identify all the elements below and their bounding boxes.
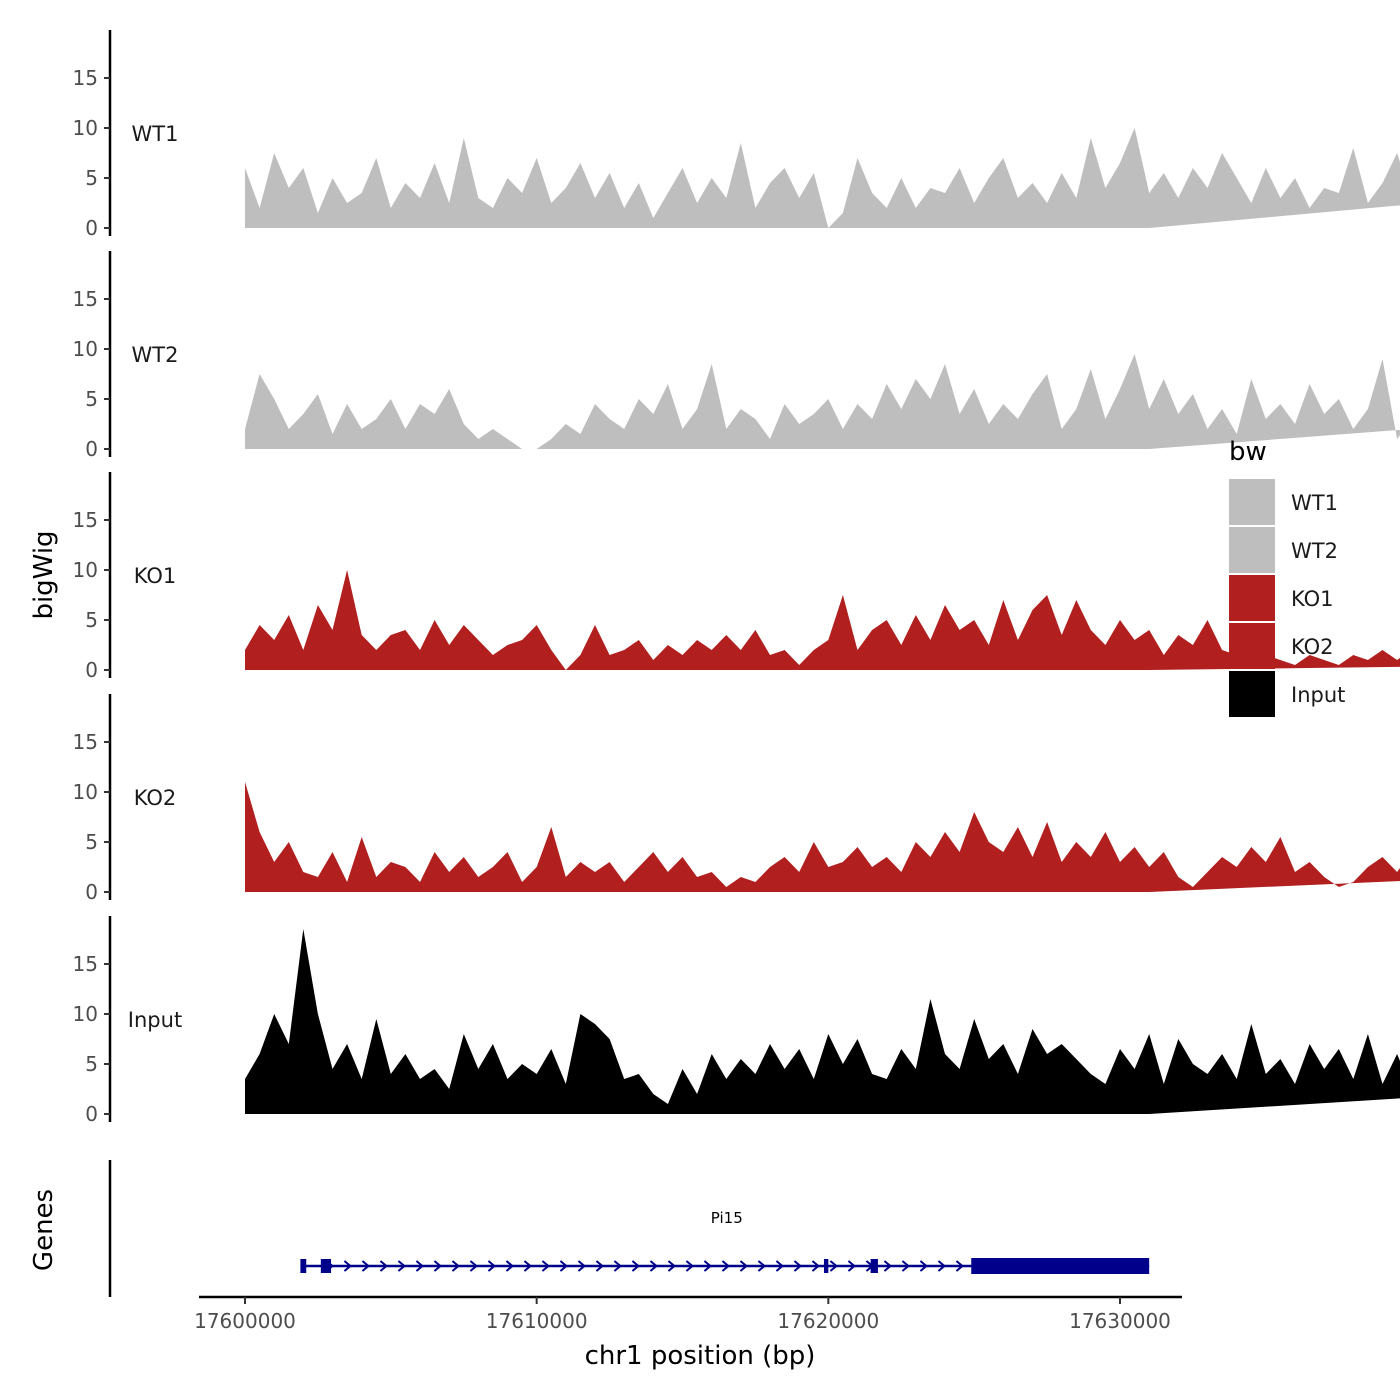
y-tick-label: 0 <box>85 658 98 682</box>
legend-label-wt1: WT1 <box>1291 491 1338 515</box>
y-tick-label: 0 <box>85 880 98 904</box>
gene-exon <box>300 1259 307 1273</box>
x-axis: 17600000 17610000 17620000 17630000 <box>194 1295 1182 1333</box>
track-ko1: 0 5 10 15 KO1 <box>73 472 1400 682</box>
track-input: 0 5 10 15 Input <box>73 916 1400 1126</box>
y-tick-label: 5 <box>85 608 98 632</box>
strand-arrow <box>523 1260 532 1272</box>
strand-arrow <box>739 1260 748 1272</box>
y-tick-label: 0 <box>85 216 98 240</box>
strand-arrow <box>505 1260 514 1272</box>
gene-name-label: Pi15 <box>711 1209 743 1227</box>
y-tick-label: 15 <box>73 66 98 90</box>
strand-arrow <box>811 1260 820 1272</box>
x-tick-label: 17610000 <box>486 1309 588 1333</box>
y-tick-label: 10 <box>73 116 98 140</box>
gene-exon <box>823 1259 829 1273</box>
strand-arrow <box>919 1260 928 1272</box>
y-tick-label: 15 <box>73 952 98 976</box>
genes-axis-title: Genes <box>29 1189 59 1271</box>
y-tick-label: 5 <box>85 1052 98 1076</box>
y-tick-label: 5 <box>85 166 98 190</box>
y-tick-label: 10 <box>73 337 98 361</box>
legend: bw WT1 WT2 KO1 KO2 Input <box>1229 437 1345 717</box>
y-tick-label: 0 <box>85 1102 98 1126</box>
track-wt1: 0 5 10 15 WT1 <box>73 30 1400 240</box>
strand-arrow <box>883 1260 892 1272</box>
strand-arrow <box>649 1260 658 1272</box>
strand-arrow <box>559 1260 568 1272</box>
strand-arrow <box>685 1260 694 1272</box>
strand-arrow <box>955 1260 964 1272</box>
y-tick-label: 15 <box>73 730 98 754</box>
strand-arrow <box>847 1260 856 1272</box>
legend-swatch-ko2 <box>1229 623 1275 669</box>
track-label-ko2: KO2 <box>134 786 177 810</box>
y-axis-title: bigWig <box>29 530 59 619</box>
y-tick-label: 0 <box>85 437 98 461</box>
y-tick-label: 10 <box>73 558 98 582</box>
legend-label-ko2: KO2 <box>1291 635 1334 659</box>
strand-arrow <box>469 1260 478 1272</box>
coverage-area-ko1 <box>245 570 1400 670</box>
coverage-area-ko2 <box>245 782 1400 892</box>
strand-arrow <box>397 1260 406 1272</box>
x-tick-label: 17620000 <box>777 1309 879 1333</box>
strand-arrow <box>415 1260 424 1272</box>
track-label-input: Input <box>128 1008 182 1032</box>
y-tick-label: 10 <box>73 780 98 804</box>
strand-arrow <box>541 1260 550 1272</box>
coverage-area-wt2 <box>245 354 1400 449</box>
legend-title: bw <box>1229 437 1267 467</box>
x-axis-title: chr1 position (bp) <box>585 1341 816 1371</box>
gene-exon <box>870 1259 878 1273</box>
x-tick-label: 17600000 <box>194 1309 296 1333</box>
x-tick-label: 17630000 <box>1069 1309 1171 1333</box>
legend-swatch-ko1 <box>1229 575 1275 621</box>
strand-arrow <box>379 1260 388 1272</box>
strand-arrow <box>793 1260 802 1272</box>
y-tick-label: 5 <box>85 830 98 854</box>
strand-arrow <box>451 1260 460 1272</box>
gene-exon <box>971 1258 1150 1274</box>
track-label-wt2: WT2 <box>132 343 179 367</box>
legend-label-wt2: WT2 <box>1291 539 1338 563</box>
strand-arrow <box>343 1260 352 1272</box>
track-ko2: 0 5 10 15 KO2 <box>73 694 1400 904</box>
legend-swatch-wt1 <box>1229 479 1275 525</box>
strand-arrow <box>433 1260 442 1272</box>
strand-arrow <box>361 1260 370 1272</box>
legend-label-input: Input <box>1291 683 1345 707</box>
coverage-area-wt1 <box>245 128 1400 228</box>
strand-arrow <box>577 1260 586 1272</box>
strand-arrow <box>703 1260 712 1272</box>
strand-arrow <box>901 1260 910 1272</box>
strand-arrow <box>595 1260 604 1272</box>
y-tick-label: 5 <box>85 387 98 411</box>
track-panels: 0 5 10 15 WT1 0 5 10 15 WT2 0 5 10 15 KO1 0 5 10 15 KO2 0 5 10… <box>73 30 1400 1126</box>
track-label-ko1: KO1 <box>134 564 177 588</box>
gene-exon <box>320 1259 332 1273</box>
strand-arrow <box>613 1260 622 1272</box>
legend-label-ko1: KO1 <box>1291 587 1334 611</box>
y-tick-label: 10 <box>73 1002 98 1026</box>
track-label-wt1: WT1 <box>132 122 179 146</box>
strand-arrow <box>487 1260 496 1272</box>
strand-arrow <box>631 1260 640 1272</box>
strand-arrow <box>937 1260 946 1272</box>
track-wt2: 0 5 10 15 WT2 <box>73 251 1400 461</box>
legend-swatch-input <box>1229 671 1275 717</box>
strand-arrow <box>721 1260 730 1272</box>
strand-arrow <box>829 1260 838 1272</box>
strand-arrow <box>757 1260 766 1272</box>
y-tick-label: 15 <box>73 287 98 311</box>
genes-panel: Pi15 <box>108 1160 1150 1297</box>
strand-arrow <box>667 1260 676 1272</box>
legend-swatch-wt2 <box>1229 527 1275 573</box>
strand-arrow <box>775 1260 784 1272</box>
y-tick-label: 15 <box>73 508 98 532</box>
coverage-area-input <box>245 929 1400 1114</box>
